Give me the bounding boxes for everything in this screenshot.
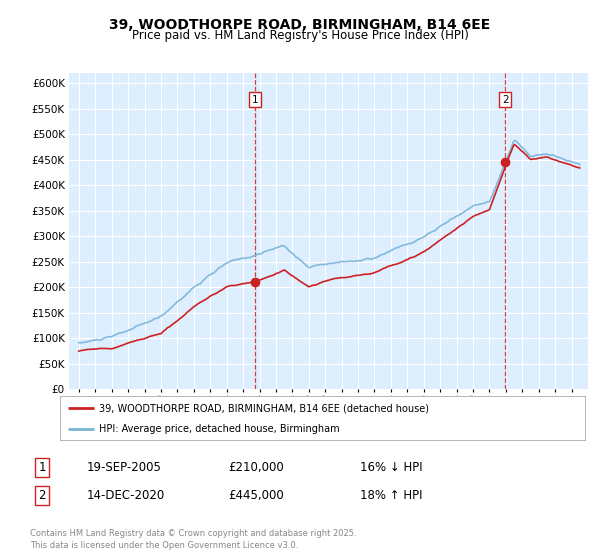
Text: £445,000: £445,000	[228, 489, 284, 502]
Text: £210,000: £210,000	[228, 461, 284, 474]
Text: 39, WOODTHORPE ROAD, BIRMINGHAM, B14 6EE (detached house): 39, WOODTHORPE ROAD, BIRMINGHAM, B14 6EE…	[100, 403, 430, 413]
Text: 16% ↓ HPI: 16% ↓ HPI	[360, 461, 422, 474]
Text: 39, WOODTHORPE ROAD, BIRMINGHAM, B14 6EE: 39, WOODTHORPE ROAD, BIRMINGHAM, B14 6EE	[109, 18, 491, 32]
Text: Price paid vs. HM Land Registry's House Price Index (HPI): Price paid vs. HM Land Registry's House …	[131, 29, 469, 42]
Text: 1: 1	[38, 461, 46, 474]
Text: 18% ↑ HPI: 18% ↑ HPI	[360, 489, 422, 502]
Text: 14-DEC-2020: 14-DEC-2020	[87, 489, 165, 502]
Text: 2: 2	[502, 95, 509, 105]
Text: Contains HM Land Registry data © Crown copyright and database right 2025.
This d: Contains HM Land Registry data © Crown c…	[30, 529, 356, 550]
Text: HPI: Average price, detached house, Birmingham: HPI: Average price, detached house, Birm…	[100, 424, 340, 433]
Text: 19-SEP-2005: 19-SEP-2005	[87, 461, 162, 474]
Text: 1: 1	[251, 95, 258, 105]
Text: 2: 2	[38, 489, 46, 502]
